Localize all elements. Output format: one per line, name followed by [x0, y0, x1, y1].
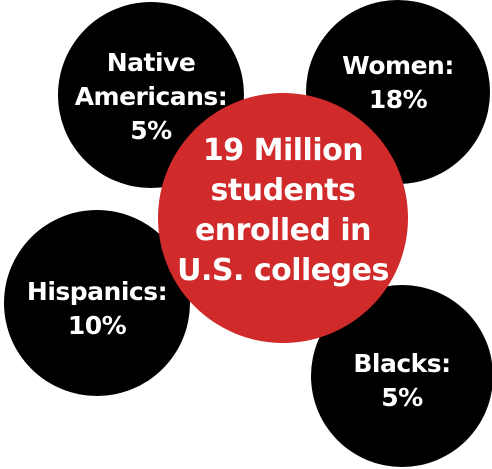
native-americans-label-line2: Americans: [74, 82, 228, 111]
total-enrollment-line3: enrolled in [194, 213, 372, 248]
hispanics-label: Hispanics: [26, 277, 168, 306]
native-americans-label-line1: Native [106, 48, 196, 77]
total-enrollment-line1: 19 Million [202, 133, 364, 168]
native-americans-circle: Native Americans: 5% [58, 2, 244, 188]
hispanics-value: 10% [67, 311, 127, 340]
total-enrollment-line2: students [210, 173, 356, 208]
native-americans-value: 5% [130, 116, 172, 145]
blacks-value: 5% [381, 383, 423, 412]
total-enrollment-circle: 19 Million students enrolled in U.S. col… [158, 93, 408, 343]
hispanics-circle: Hispanics: 10% [4, 210, 190, 396]
total-enrollment-line4: U.S. colleges [177, 253, 389, 288]
blacks-label: Blacks: [353, 349, 451, 378]
women-value: 18% [368, 85, 428, 114]
women-label: Women: [342, 51, 454, 80]
